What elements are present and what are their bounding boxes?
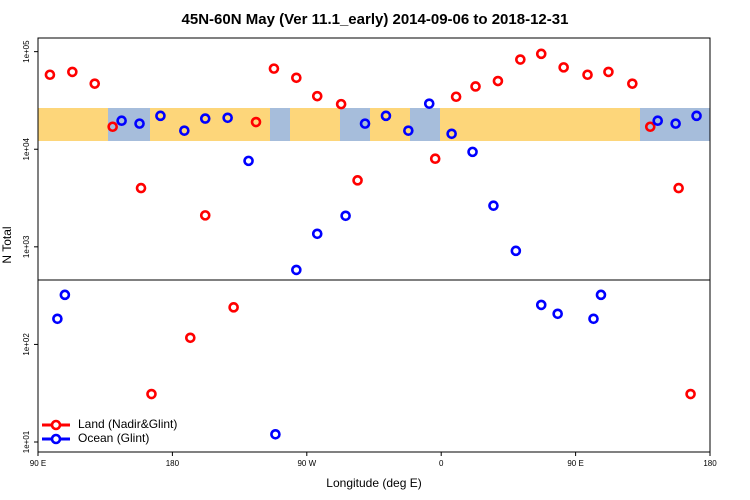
- point: [89, 78, 101, 89]
- plot-frame: [37, 37, 711, 453]
- point: [492, 75, 504, 87]
- point: [185, 332, 196, 344]
- point: [467, 146, 478, 158]
- point: [155, 110, 166, 122]
- x-tick-label: 90 W: [297, 459, 316, 468]
- point: [535, 48, 547, 60]
- map-band: [38, 108, 710, 141]
- y-tick-label: 1e+04: [22, 137, 31, 160]
- y-tick-label: 1e+01: [22, 430, 31, 453]
- point: [595, 289, 607, 301]
- point: [429, 153, 441, 164]
- x-tick-label: 90 E: [30, 459, 46, 468]
- point: [352, 175, 363, 186]
- point: [488, 200, 499, 211]
- point: [116, 115, 127, 127]
- point: [67, 66, 78, 78]
- point: [359, 118, 371, 129]
- legend-label: Land (Nadir&Glint): [78, 417, 177, 431]
- point: [228, 302, 239, 313]
- x-tick-label: 180: [703, 459, 717, 468]
- legend-label: Ocean (Glint): [78, 431, 149, 445]
- point: [652, 115, 664, 127]
- point: [311, 228, 323, 240]
- x-tick-label: 90 E: [567, 459, 583, 468]
- point: [134, 118, 145, 129]
- point: [311, 90, 323, 102]
- point: [673, 182, 684, 194]
- point: [403, 125, 414, 136]
- y-tick-label: 1e+03: [22, 235, 31, 258]
- y-tick-label: 1e+02: [22, 333, 31, 356]
- point: [450, 91, 462, 103]
- point: [380, 110, 392, 122]
- point: [627, 78, 638, 89]
- legend-marker: [50, 433, 62, 445]
- x-tick-label: 0: [439, 459, 444, 468]
- point: [199, 210, 211, 221]
- point: [250, 116, 262, 128]
- point: [52, 313, 63, 325]
- point: [423, 98, 435, 109]
- point: [510, 245, 522, 257]
- point: [515, 54, 526, 65]
- point: [291, 264, 302, 276]
- point: [107, 121, 118, 133]
- point: [470, 81, 481, 92]
- point: [335, 98, 347, 110]
- point: [340, 210, 351, 222]
- y-axis-title: N Total: [0, 226, 14, 263]
- point: [558, 62, 569, 73]
- legend-marker: [50, 419, 62, 431]
- point: [199, 113, 211, 124]
- point: [588, 313, 599, 325]
- x-axis-title: Longitude (deg E): [326, 476, 421, 490]
- point: [44, 69, 56, 81]
- point: [685, 388, 696, 400]
- point: [222, 112, 233, 124]
- y-tick-label: 1e+05: [22, 40, 31, 63]
- point: [270, 428, 281, 440]
- point: [603, 66, 614, 78]
- point: [691, 110, 702, 122]
- point: [644, 121, 656, 133]
- point: [291, 72, 302, 84]
- point: [535, 299, 547, 311]
- point: [446, 128, 457, 140]
- point: [243, 155, 254, 167]
- point: [146, 388, 157, 400]
- point: [670, 118, 681, 129]
- point: [582, 69, 593, 81]
- point: [135, 182, 147, 194]
- chart-title: 45N-60N May (Ver 11.1_early) 2014-09-06 …: [182, 11, 569, 28]
- x-tick-label: 180: [166, 459, 180, 468]
- point: [179, 125, 190, 136]
- point: [59, 289, 71, 301]
- point: [268, 63, 280, 74]
- point: [552, 308, 563, 320]
